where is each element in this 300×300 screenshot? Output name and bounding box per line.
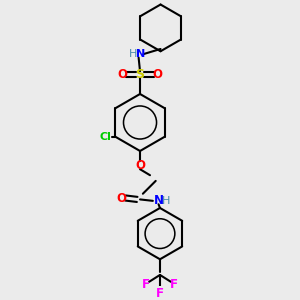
Text: O: O [153, 68, 163, 81]
Text: N: N [136, 49, 145, 59]
Text: O: O [117, 68, 128, 81]
Text: Cl: Cl [99, 132, 111, 142]
Text: S: S [136, 68, 145, 81]
Text: O: O [116, 191, 127, 205]
Text: H: H [161, 196, 170, 206]
Text: F: F [156, 287, 164, 300]
Text: F: F [170, 278, 178, 291]
Text: F: F [142, 278, 150, 291]
Text: O: O [135, 159, 145, 172]
Text: H: H [129, 49, 138, 59]
Text: N: N [154, 194, 164, 207]
